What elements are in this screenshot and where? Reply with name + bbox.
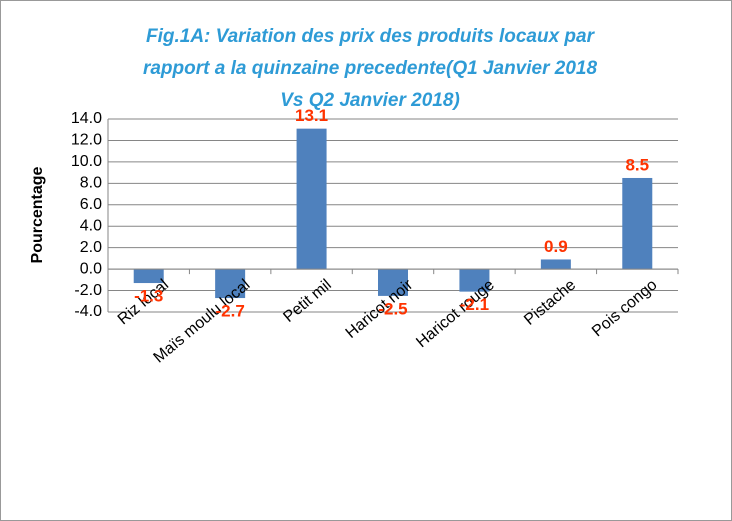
y-tick-label: 14.0	[71, 110, 102, 127]
data-label: 13.1	[295, 106, 328, 125]
chart-title: Fig.1A: Variation des prix des produits …	[146, 26, 596, 47]
y-tick-label: 10.0	[71, 153, 102, 170]
data-label: -2.5	[378, 299, 407, 318]
bar	[540, 259, 571, 270]
data-label: 0.9	[544, 237, 568, 256]
chart-title: Vs Q2 Janvier 2018)	[280, 90, 460, 111]
bar	[133, 269, 164, 284]
bar	[296, 128, 327, 270]
bar	[378, 269, 408, 296]
y-tick-label: 8.0	[80, 175, 102, 192]
y-tick-label: 12.0	[71, 132, 102, 149]
bar	[215, 269, 246, 299]
bar	[459, 269, 490, 292]
y-tick-label: -2.0	[74, 282, 102, 299]
y-axis-label: Pourcentage	[29, 166, 46, 263]
data-label: -1.3	[134, 287, 163, 306]
data-label: -2.7	[215, 302, 244, 321]
data-label: -2.1	[460, 295, 489, 314]
y-tick-label: 4.0	[80, 217, 102, 234]
data-label: 8.5	[625, 155, 649, 174]
y-tick-label: -4.0	[74, 303, 102, 320]
chart-title: rapport a la quinzaine precedente(Q1 Jan…	[143, 58, 597, 79]
y-tick-label: 0.0	[80, 260, 102, 277]
y-tick-label: 6.0	[80, 196, 102, 213]
y-tick-label: 2.0	[80, 239, 102, 256]
bar	[622, 177, 653, 270]
